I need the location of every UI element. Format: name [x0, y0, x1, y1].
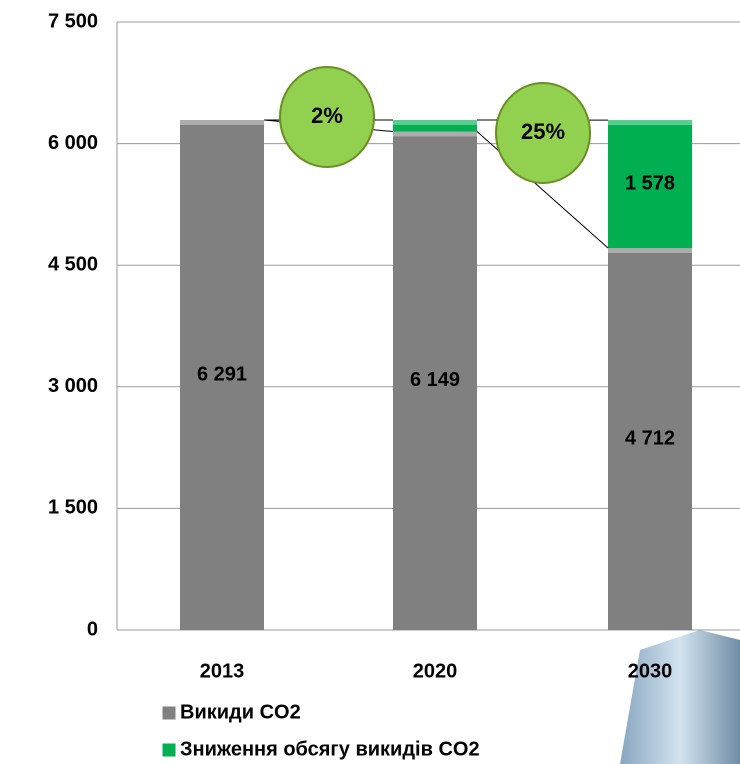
building-image	[620, 630, 740, 764]
bar-segment	[393, 131, 477, 631]
data-label: 1 578	[625, 172, 675, 194]
annotation: 25%	[521, 119, 565, 144]
y-tick-label: 0	[87, 618, 98, 640]
bar-highlight	[180, 120, 264, 126]
bar-segment	[608, 248, 692, 631]
bar-highlight	[393, 120, 477, 126]
legend-label: Зниження обсягу викидів CO2	[180, 738, 480, 760]
data-label: 6 149	[410, 369, 460, 391]
annotation-circle	[279, 66, 375, 168]
x-tick-label: 2013	[200, 660, 245, 682]
y-tick-label: 7 500	[48, 10, 98, 32]
legend-swatch	[161, 705, 177, 721]
bar-highlight	[608, 120, 692, 126]
bar-segment	[608, 120, 692, 249]
bar-highlight	[393, 131, 477, 137]
x-tick-label: 2030	[628, 660, 673, 682]
y-tick-label: 1 500	[48, 497, 98, 519]
legend-label: Викиди CO2	[180, 701, 301, 723]
y-tick-label: 4 500	[48, 253, 98, 275]
bar-segment	[180, 120, 264, 631]
data-label: 4 712	[625, 427, 675, 449]
x-tick-label: 2020	[413, 660, 458, 682]
data-label: 6 291	[197, 363, 247, 385]
annotation: 2%	[311, 103, 343, 128]
bar-highlight	[608, 248, 692, 254]
y-tick-label: 3 000	[48, 375, 98, 397]
y-tick-label: 6 000	[48, 132, 98, 154]
annotation-circle	[495, 82, 591, 184]
bar-segment	[393, 120, 477, 132]
legend-swatch	[161, 742, 177, 758]
